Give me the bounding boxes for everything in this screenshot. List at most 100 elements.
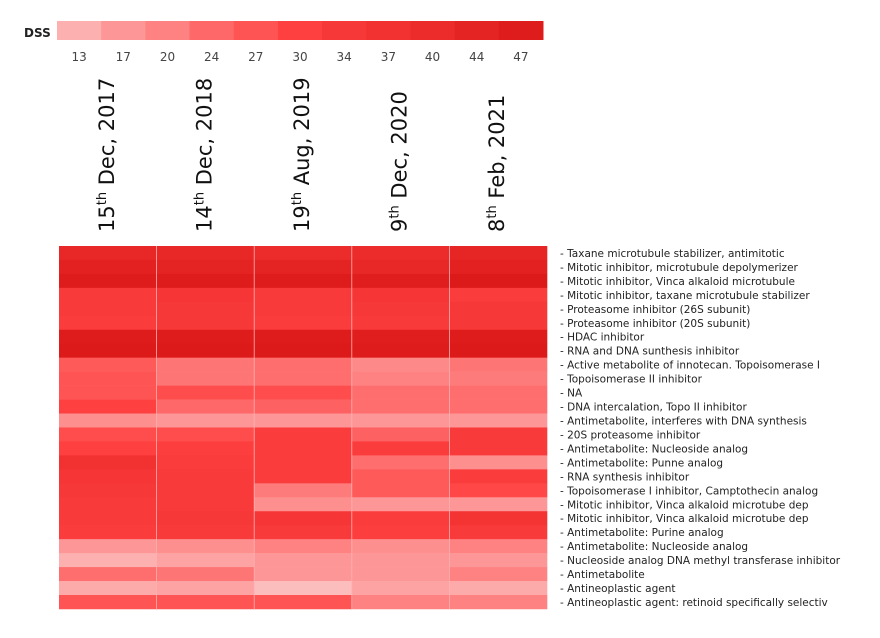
- heatmap-cell: [254, 329, 353, 345]
- heatmap-cell: [156, 497, 255, 512]
- legend-tick-label: 17: [116, 50, 131, 64]
- heatmap-cell: [59, 287, 157, 303]
- heatmap-cell: [351, 427, 450, 442]
- heatmap-cell: [449, 581, 548, 596]
- heatmap-cell: [254, 567, 353, 582]
- heatmap-cell: [449, 259, 548, 275]
- heatmap-cell: [254, 497, 353, 512]
- heatmap-cell: [351, 553, 450, 568]
- heatmap-cell: [351, 329, 450, 345]
- heatmap-cell: [254, 385, 353, 400]
- legend-tick-label: 27: [248, 50, 263, 64]
- heatmap-cell: [449, 329, 548, 345]
- row-label: - HDAC inhibitor: [560, 332, 645, 344]
- row-label: - Proteasome inhibitor (26S subunit): [560, 304, 750, 316]
- heatmap-cell: [156, 301, 255, 317]
- heatmap-cell: [59, 567, 157, 582]
- heatmap-cell: [59, 595, 157, 610]
- row-label: - Antimetabolite: Nucleoside analog: [560, 443, 748, 455]
- heatmap-cell: [449, 525, 548, 540]
- legend-swatch: [277, 21, 323, 40]
- heatmap-cell: [156, 287, 255, 303]
- heatmap-cell: [156, 315, 255, 331]
- heatmap-cell: [254, 371, 353, 386]
- heatmap-cell: [351, 483, 450, 498]
- heatmap-cell: [156, 483, 255, 498]
- heatmap-cell: [351, 469, 450, 484]
- legend-tick-label: 47: [513, 50, 528, 64]
- legend-tick-label: 40: [425, 50, 440, 64]
- row-label: - Antimetabolite: [560, 569, 645, 581]
- heatmap-cell: [351, 567, 450, 582]
- heatmap-cell: [254, 343, 353, 358]
- heatmap-cell: [59, 371, 157, 386]
- heatmap-cell: [156, 329, 255, 345]
- legend-tick-label: 34: [337, 50, 352, 64]
- heatmap-cell: [351, 413, 450, 428]
- legend-swatch: [233, 21, 279, 40]
- heatmap-cell: [59, 553, 157, 568]
- heatmap-cell: [449, 301, 548, 317]
- row-label: - Proteasome inhibitor (20S subunit): [560, 318, 750, 330]
- heatmap-cell: [351, 343, 450, 358]
- row-label: - Mitotic inhibitor, Vinca alkaloid micr…: [560, 276, 795, 288]
- heatmap-cell: [351, 371, 450, 386]
- heatmap-cell: [156, 525, 255, 540]
- heatmap-cell: [59, 455, 157, 470]
- row-label: - Topoisomerase I inhibitor, Camptotheci…: [560, 485, 818, 497]
- legend-tick-label: 44: [469, 50, 484, 64]
- heatmap-cell: [156, 343, 255, 358]
- heatmap-cell: [156, 357, 255, 372]
- legend-swatch: [454, 21, 500, 40]
- heatmap-cell: [59, 399, 157, 414]
- row-label: - Mitotic inhibitor, microtubule depolym…: [560, 262, 799, 274]
- heatmap-cell: [449, 497, 548, 512]
- heatmap-cell: [59, 301, 157, 317]
- heatmap-cell: [254, 273, 353, 289]
- heatmap-cell: [449, 343, 548, 358]
- heatmap-cell: [59, 539, 157, 554]
- legend-title: DSS: [24, 26, 51, 40]
- heatmap-cell: [351, 287, 450, 303]
- heatmap-cells: [59, 246, 548, 610]
- heatmap-cell: [156, 259, 255, 275]
- heatmap-cell: [449, 469, 548, 484]
- row-label: - Taxane microtubule stabilizer, antimit…: [560, 248, 785, 260]
- legend-swatch: [410, 21, 456, 40]
- heatmap-cell: [254, 413, 353, 428]
- heatmap-cell: [59, 427, 157, 442]
- heatmap-cell: [156, 539, 255, 554]
- heatmap-cell: [156, 246, 255, 261]
- column-labels: 15th Dec, 2017 14th Dec, 2018 19th Aug, 20…: [95, 77, 509, 232]
- heatmap-cell: [351, 273, 450, 289]
- row-label: - Nucleoside analog DNA methyl transfera…: [560, 555, 841, 567]
- heatmap-cell: [254, 357, 353, 372]
- heatmap-cell: [59, 413, 157, 428]
- heatmap-cell: [59, 469, 157, 484]
- heatmap-cell: [449, 315, 548, 331]
- heatmap-cell: [449, 553, 548, 568]
- heatmap-cell: [59, 273, 157, 289]
- heatmap-cell: [351, 455, 450, 470]
- heatmap-cell: [254, 455, 353, 470]
- heatmap-cell: [156, 595, 255, 610]
- row-label: - Antineoplastic agent: [560, 583, 676, 595]
- heatmap-cell: [59, 511, 157, 526]
- heatmap-cell: [59, 525, 157, 540]
- heatmap-cell: [351, 259, 450, 275]
- row-label: - Antimetabolite, interferes with DNA sy…: [560, 416, 807, 428]
- heatmap-cell: [449, 385, 548, 400]
- heatmap-cell: [449, 427, 548, 442]
- legend-swatch: [189, 21, 235, 40]
- heatmap-cell: [351, 357, 450, 372]
- row-label: - Antimetabolite: Nucleoside analog: [560, 541, 748, 553]
- row-label: - RNA synthesis inhibitor: [560, 471, 690, 483]
- heatmap-cell: [254, 315, 353, 331]
- row-label: - NA: [560, 388, 583, 400]
- row-label: - RNA and DNA sunthesis inhibitor: [560, 346, 740, 358]
- heatmap-cell: [351, 511, 450, 526]
- heatmap-cell: [254, 525, 353, 540]
- heatmap-cell: [254, 539, 353, 554]
- heatmap-cell: [449, 413, 548, 428]
- heatmap-cell: [449, 371, 548, 386]
